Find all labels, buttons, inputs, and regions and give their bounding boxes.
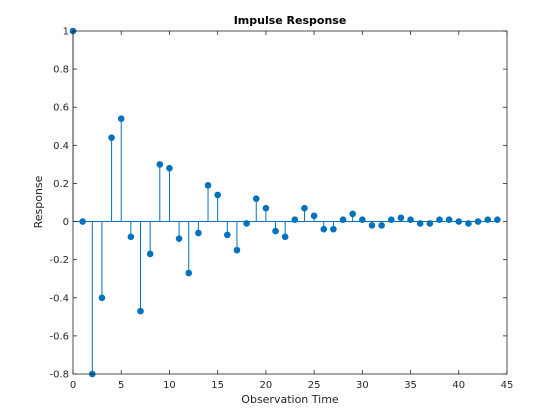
stem-marker [330, 225, 337, 233]
stem-marker [465, 220, 472, 227]
x-tick-label: 15 [211, 380, 224, 391]
stem-marker [368, 222, 376, 229]
x-tick-label: 5 [118, 380, 124, 391]
stem-marker [320, 225, 328, 233]
x-tick-label: 30 [356, 380, 369, 391]
stem-marker [397, 214, 405, 222]
stem-marker [195, 229, 202, 237]
stem-marker [272, 227, 279, 235]
stem-marker [474, 218, 482, 225]
x-axis-ticks: 0 5 10 15 20 25 30 35 40 45 [70, 31, 514, 391]
y-tick-label: 0.2 [53, 179, 69, 190]
y-axis-ticks: -0.8 -0.6 -0.4 -0.2 0 0.2 0.4 0.6 0.8 1 [49, 27, 507, 381]
stem-marker [166, 164, 173, 172]
y-tick-label: 1 [63, 27, 69, 38]
y-tick-label: 0 [63, 217, 69, 228]
y-tick-label: -0.2 [49, 255, 69, 266]
stem-marker [175, 235, 183, 243]
stem-marker [291, 216, 299, 223]
plot-box [72, 30, 508, 375]
stem-marker [494, 216, 501, 223]
stem-marker [301, 204, 308, 212]
stem-marker [426, 220, 434, 227]
x-tick-label: 10 [163, 380, 176, 391]
y-tick-label: 0.8 [53, 65, 69, 76]
stem-marker [349, 210, 356, 218]
y-tick-label: 0.4 [53, 141, 69, 152]
stem-marker [156, 161, 164, 168]
plot-area [73, 31, 507, 374]
stem-marker [339, 216, 347, 223]
stem-marker [98, 294, 106, 302]
stem-marker [378, 222, 385, 229]
stem-marker [262, 204, 270, 212]
y-tick-label: -0.6 [49, 331, 69, 342]
stem-marker [387, 216, 395, 223]
stem-markers [69, 27, 501, 378]
stem-marker [445, 216, 453, 223]
y-tick-label: -0.8 [49, 370, 69, 381]
x-tick-label: 20 [260, 380, 273, 391]
stem-marker [455, 218, 463, 225]
stem-marker [281, 233, 289, 241]
stem-marker [310, 212, 318, 220]
x-tick-label: 35 [404, 380, 417, 391]
stem-marker [252, 195, 260, 202]
stem-marker [484, 216, 492, 223]
stem-marker [127, 233, 135, 241]
y-tick-label: -0.4 [49, 293, 69, 304]
x-tick-label: 0 [70, 380, 76, 391]
chart-title: Impulse Response [234, 14, 347, 27]
stem-marker [416, 220, 424, 227]
x-tick-label: 25 [308, 380, 321, 391]
stem-marker [137, 307, 144, 315]
x-tick-label: 40 [452, 380, 465, 391]
y-tick-label: 0.6 [53, 103, 69, 114]
x-axis-label: Observation Time [241, 393, 339, 406]
stem-marker [233, 246, 241, 254]
stem-marker [204, 182, 212, 189]
stem-marker [108, 134, 115, 142]
stem-marker [214, 191, 221, 199]
x-tick-label: 45 [501, 380, 514, 391]
stem-marker [436, 216, 443, 223]
y-axis-label: Response [32, 175, 45, 228]
stem-marker [243, 220, 250, 227]
stem-marker [146, 250, 154, 258]
stem-marker [185, 269, 193, 277]
stem-marker [79, 218, 86, 225]
stem-marker [224, 231, 231, 239]
stem-marker [117, 115, 125, 122]
stem-marker [407, 216, 414, 223]
stem-marker [359, 216, 366, 223]
